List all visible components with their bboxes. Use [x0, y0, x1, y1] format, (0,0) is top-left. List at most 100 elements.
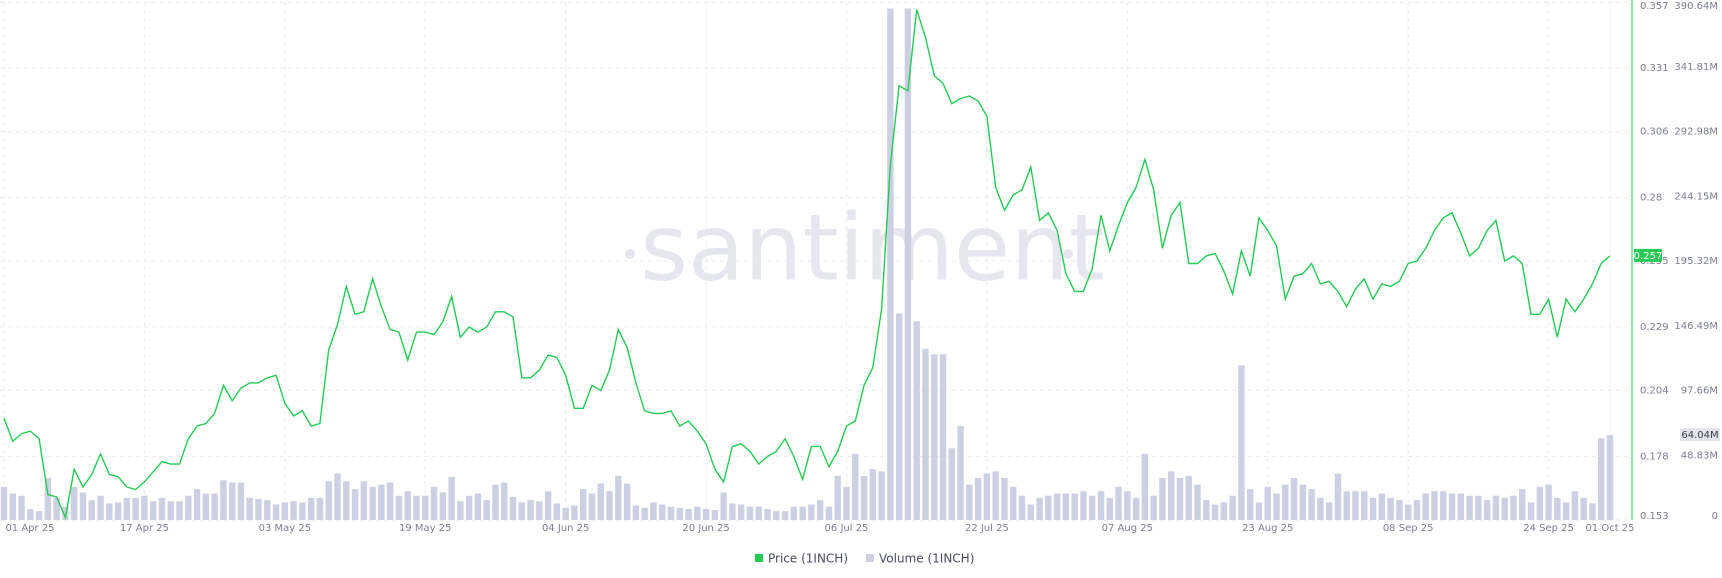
volume-bar — [1536, 486, 1543, 520]
y2-tick-label: 390.64M — [1674, 1, 1718, 12]
volume-bar — [1246, 489, 1254, 520]
volume-bar — [1282, 484, 1289, 520]
volume-bar — [404, 491, 411, 520]
volume-bar — [799, 506, 806, 520]
volume-bar — [1317, 497, 1324, 520]
volume-bar — [843, 486, 850, 520]
volume-bar — [1334, 473, 1342, 520]
volume-bar — [281, 502, 289, 520]
volume-bar — [158, 497, 166, 520]
y-tick-label: 0.178 — [1640, 452, 1669, 463]
x-tick-label: 23 Aug 25 — [1242, 523, 1293, 534]
volume-bar — [1308, 489, 1315, 520]
volume-bar — [904, 8, 912, 520]
volume-bar — [1299, 484, 1307, 520]
volume-bar — [711, 510, 719, 520]
volume-bar — [149, 501, 157, 520]
volume-bar — [1343, 491, 1350, 520]
volume-bar — [1089, 495, 1096, 520]
volume-bar — [1150, 495, 1157, 520]
volume-bar — [658, 504, 666, 520]
volume-bar — [211, 493, 218, 520]
y2-tick-label: 146.49M — [1674, 321, 1718, 332]
volume-bar — [1545, 484, 1552, 520]
y-tick-label: 0.229 — [1640, 322, 1669, 333]
volume-bar — [220, 480, 227, 520]
legend-label: Volume (1INCH) — [879, 552, 974, 566]
y-tick-label: 0.153 — [1640, 511, 1669, 522]
volume-bar — [1001, 477, 1008, 520]
volume-bar — [1457, 493, 1465, 520]
y-tick-label: 0.28 — [1640, 193, 1662, 204]
watermark-dot — [625, 249, 635, 259]
volume-bar — [1510, 495, 1517, 520]
volume-bar — [71, 486, 78, 520]
volume-bar — [18, 495, 25, 520]
axes: 0.1530.1780.2040.2290.2550.280.3060.3310… — [5, 1, 1720, 534]
volume-bar — [1071, 493, 1078, 520]
volume-bar — [474, 493, 482, 520]
volume-bar — [1325, 502, 1333, 520]
volume-bar — [360, 481, 368, 520]
y2-tick-label: 292.98M — [1674, 127, 1718, 138]
volume-bar — [1168, 471, 1175, 520]
volume-bar — [623, 483, 631, 520]
volume-bar — [35, 511, 43, 520]
volume-bar — [1255, 502, 1263, 520]
volume-bar — [202, 493, 210, 520]
volume-bars — [0, 8, 1614, 520]
volume-bar — [588, 493, 596, 520]
volume-bar — [1387, 497, 1394, 520]
volume-bar — [334, 473, 341, 520]
volume-badge — [1680, 428, 1720, 442]
volume-bar — [518, 502, 525, 520]
volume-bar — [1238, 365, 1245, 520]
volume-bar — [957, 426, 964, 520]
legend-label: Price (1INCH) — [768, 552, 848, 566]
legend: Price (1INCH) Volume (1INCH) — [755, 552, 974, 566]
volume-bar — [1413, 500, 1421, 520]
volume-bar — [1124, 491, 1131, 520]
volume-bar — [790, 506, 798, 520]
volume-bar — [974, 477, 982, 520]
volume-bar — [237, 482, 245, 520]
volume-bar — [193, 489, 201, 520]
volume-bar — [1466, 495, 1473, 520]
volume-bar — [1422, 493, 1429, 520]
volume-bar — [922, 348, 929, 520]
volume-bar — [553, 503, 561, 520]
volume-bar — [386, 482, 394, 520]
volume-bar — [79, 492, 87, 520]
x-tick-label: 24 Sep 25 — [1523, 523, 1574, 534]
y2-tick-label: 195.32M — [1674, 256, 1718, 267]
volume-bar — [483, 500, 490, 520]
volume-bar — [948, 448, 956, 520]
volume-bar — [448, 476, 455, 520]
y-tick-label: 0.357 — [1640, 1, 1669, 12]
volume-bar — [307, 497, 315, 520]
volume-bar — [1369, 497, 1377, 520]
price-badge-label: 0.257 — [1634, 251, 1663, 262]
volume-bar — [1580, 497, 1587, 520]
volume-bar — [632, 505, 640, 520]
volume-bar — [606, 491, 613, 520]
volume-bar — [983, 473, 991, 520]
volume-bar — [1185, 475, 1192, 520]
volume-bar — [562, 507, 569, 520]
volume-bar — [913, 321, 920, 520]
volume-bar — [580, 489, 587, 520]
volume-bar — [685, 508, 692, 520]
volume-bar — [1027, 504, 1034, 520]
volume-bar — [1045, 495, 1052, 520]
volume-bar — [1396, 500, 1403, 520]
volume-bar — [694, 506, 701, 520]
volume-bar — [1062, 493, 1070, 520]
volume-bar — [641, 507, 648, 520]
volume-bar — [132, 497, 139, 520]
y-tick-label: 0.331 — [1640, 63, 1669, 74]
volume-bar — [1176, 477, 1184, 520]
volume-bar — [737, 504, 745, 520]
volume-bar — [1097, 491, 1105, 520]
y-tick-label: 0.204 — [1640, 386, 1669, 397]
